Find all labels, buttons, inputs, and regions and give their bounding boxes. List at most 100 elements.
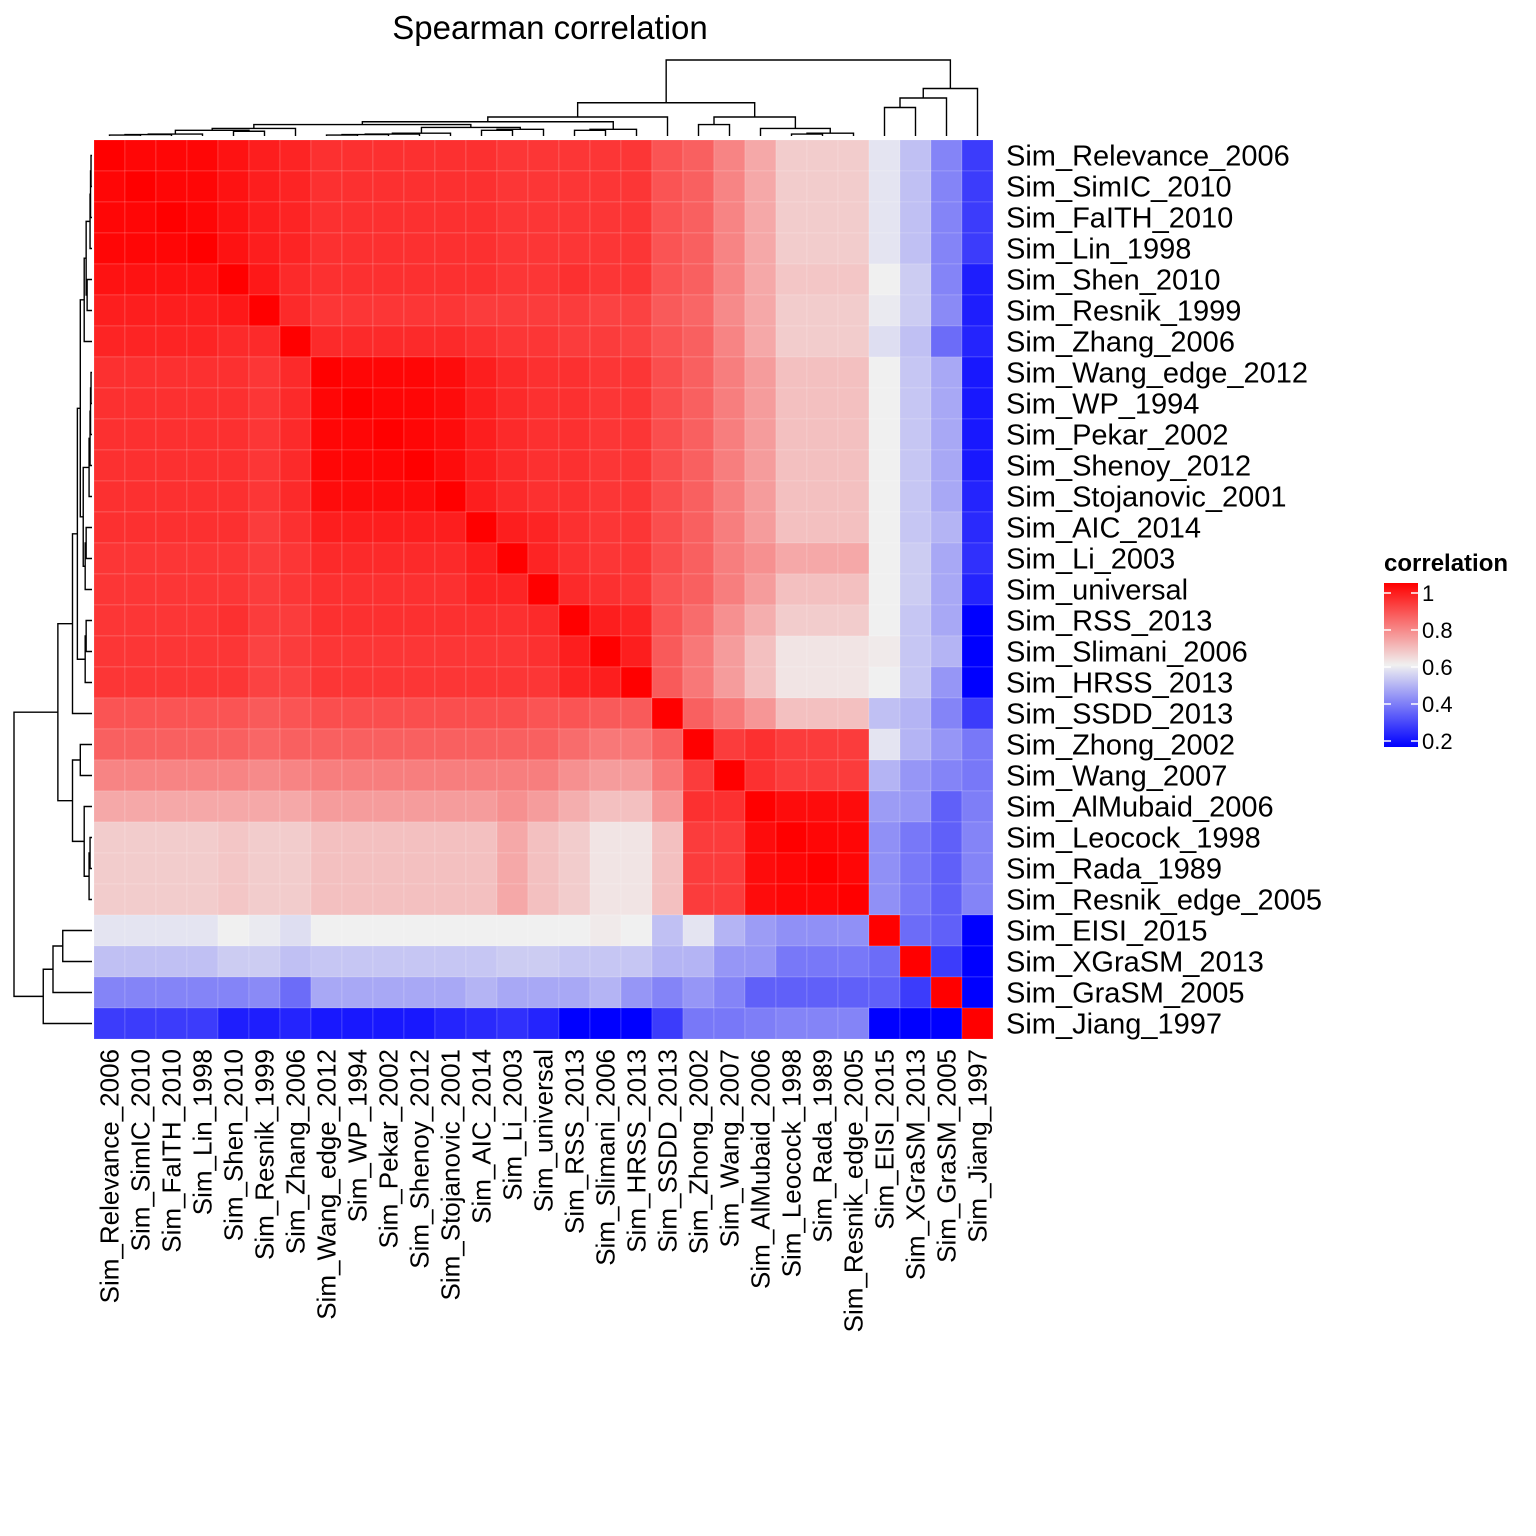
heatmap-cell bbox=[961, 201, 994, 234]
heatmap-cell bbox=[496, 976, 529, 1009]
heatmap-cell bbox=[279, 945, 312, 978]
heatmap-cell bbox=[930, 914, 963, 947]
heatmap-cell bbox=[868, 511, 901, 544]
heatmap-cell bbox=[961, 232, 994, 265]
heatmap-cell bbox=[93, 790, 126, 823]
heatmap-cell bbox=[310, 914, 343, 947]
heatmap-cell bbox=[155, 480, 188, 513]
heatmap-cell bbox=[589, 883, 622, 916]
heatmap-cell bbox=[682, 139, 715, 172]
row-label: Sim_SimIC_2010 bbox=[1006, 172, 1232, 204]
heatmap-cell bbox=[589, 449, 622, 482]
heatmap-cell bbox=[527, 821, 560, 854]
heatmap-cell bbox=[806, 666, 839, 699]
heatmap-cell bbox=[496, 883, 529, 916]
row-dendrogram-branch bbox=[89, 836, 92, 870]
heatmap-cell bbox=[868, 201, 901, 234]
heatmap-cell bbox=[372, 976, 405, 1009]
heatmap-cell bbox=[496, 232, 529, 265]
heatmap-cell bbox=[372, 263, 405, 296]
heatmap-cell bbox=[434, 170, 467, 203]
heatmap-cell bbox=[589, 604, 622, 637]
heatmap-cell bbox=[310, 356, 343, 389]
heatmap-cell bbox=[961, 325, 994, 358]
heatmap-cell bbox=[124, 914, 157, 947]
column-label: Sim_SSDD_2013 bbox=[653, 1049, 683, 1253]
heatmap-cell bbox=[713, 170, 746, 203]
heatmap-cell bbox=[124, 449, 157, 482]
heatmap-cell bbox=[527, 232, 560, 265]
heatmap-cell bbox=[403, 852, 436, 885]
heatmap-cell bbox=[527, 697, 560, 730]
column-label: Sim_Pekar_2002 bbox=[374, 1049, 404, 1248]
heatmap-cell bbox=[279, 697, 312, 730]
heatmap-cell bbox=[744, 294, 777, 327]
row-label: Sim_Resnik_edge_2005 bbox=[1006, 885, 1322, 917]
heatmap-cell bbox=[248, 635, 281, 668]
heatmap-cell bbox=[248, 821, 281, 854]
heatmap-cell bbox=[310, 449, 343, 482]
heatmap-cell bbox=[372, 790, 405, 823]
heatmap-cell bbox=[124, 263, 157, 296]
heatmap-cell bbox=[155, 387, 188, 420]
heatmap-cell bbox=[682, 1007, 715, 1040]
row-label: Sim_Relevance_2006 bbox=[1006, 141, 1290, 173]
row-label: Sim_XGraSM_2013 bbox=[1006, 947, 1264, 979]
heatmap-cell bbox=[558, 635, 591, 668]
heatmap-cell bbox=[465, 728, 498, 761]
heatmap-cell bbox=[372, 573, 405, 606]
heatmap-cell bbox=[248, 945, 281, 978]
heatmap-cell bbox=[775, 201, 808, 234]
heatmap-cell bbox=[341, 821, 374, 854]
heatmap-cell bbox=[496, 945, 529, 978]
heatmap-cell bbox=[124, 604, 157, 637]
heatmap-cell bbox=[744, 418, 777, 451]
column-label: Sim_Resnik_edge_2005 bbox=[839, 1049, 869, 1332]
row-dendrogram-branch bbox=[79, 743, 92, 777]
heatmap-cell bbox=[868, 976, 901, 1009]
heatmap-cell bbox=[558, 449, 591, 482]
heatmap-cell bbox=[744, 790, 777, 823]
heatmap-cell bbox=[837, 914, 870, 947]
heatmap-cell bbox=[868, 852, 901, 885]
row-dendrogram-branch bbox=[13, 711, 58, 998]
heatmap-cell bbox=[744, 728, 777, 761]
row-label: Sim_universal bbox=[1006, 575, 1188, 607]
heatmap-cell bbox=[527, 449, 560, 482]
heatmap-cell bbox=[837, 1007, 870, 1040]
heatmap-cell bbox=[217, 263, 250, 296]
heatmap-cell bbox=[217, 201, 250, 234]
column-label: Sim_WP_1994 bbox=[343, 1049, 373, 1222]
heatmap-cell bbox=[620, 666, 653, 699]
heatmap-cell bbox=[899, 418, 932, 451]
heatmap-cell bbox=[465, 759, 498, 792]
heatmap-cell bbox=[93, 387, 126, 420]
heatmap-cell bbox=[372, 387, 405, 420]
heatmap-cell bbox=[310, 201, 343, 234]
heatmap-cell bbox=[465, 821, 498, 854]
heatmap-cell bbox=[93, 852, 126, 885]
heatmap-cell bbox=[496, 914, 529, 947]
heatmap-cell bbox=[744, 666, 777, 699]
heatmap-cell bbox=[589, 201, 622, 234]
heatmap-cell bbox=[620, 201, 653, 234]
heatmap-cell bbox=[620, 139, 653, 172]
row-label: Sim_WP_1994 bbox=[1006, 389, 1199, 421]
heatmap-cell bbox=[124, 139, 157, 172]
heatmap-cell bbox=[372, 821, 405, 854]
heatmap-cell bbox=[186, 945, 219, 978]
heatmap-cell bbox=[961, 883, 994, 916]
heatmap-cell bbox=[620, 511, 653, 544]
heatmap-cell bbox=[465, 914, 498, 947]
column-dendrogram-branch bbox=[232, 130, 266, 136]
heatmap-cell bbox=[341, 728, 374, 761]
heatmap-cell bbox=[775, 759, 808, 792]
heatmap-cell bbox=[620, 945, 653, 978]
heatmap-cell bbox=[155, 418, 188, 451]
legend-tick-label: 0.4 bbox=[1422, 692, 1453, 717]
heatmap-cell bbox=[930, 945, 963, 978]
heatmap-cell bbox=[961, 790, 994, 823]
heatmap-cell bbox=[341, 356, 374, 389]
heatmap-cell bbox=[651, 573, 684, 606]
heatmap-cell bbox=[744, 573, 777, 606]
